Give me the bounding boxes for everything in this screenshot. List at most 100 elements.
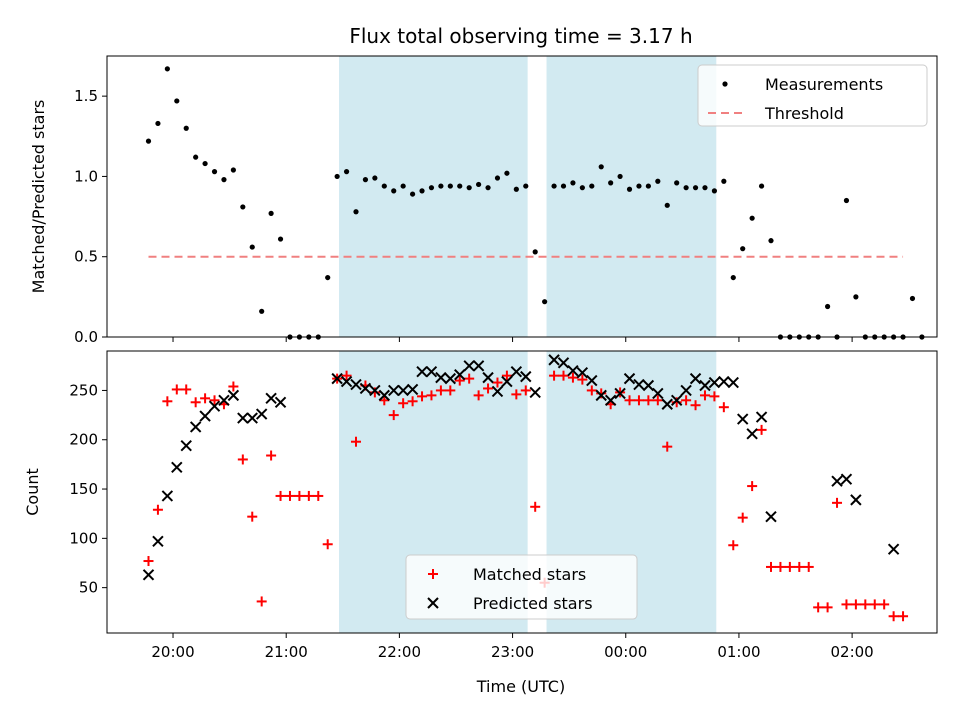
data-point — [218, 394, 230, 407]
x-axis-label: Time (UTC) — [476, 677, 565, 696]
legend-box — [697, 64, 928, 127]
data-point — [709, 391, 720, 402]
data-point — [334, 173, 340, 180]
data-point — [813, 602, 824, 613]
data-point — [557, 357, 570, 369]
data-point — [850, 599, 861, 610]
data-point — [755, 411, 768, 423]
legend-marker — [427, 597, 439, 609]
data-point — [674, 180, 680, 186]
data-point — [407, 396, 418, 407]
data-point — [690, 400, 701, 411]
y-tick-label: 1.0 — [74, 167, 98, 185]
data-point — [549, 370, 560, 381]
y-tick-label: 50 — [79, 579, 98, 597]
legend: Matched stars Predicted stars — [405, 554, 638, 620]
data-point — [152, 504, 163, 515]
data-point — [256, 596, 267, 607]
legend-label: Threshold — [764, 104, 844, 123]
data-point — [699, 390, 710, 401]
data-point — [888, 611, 899, 622]
data-point — [551, 183, 557, 189]
data-point — [255, 408, 268, 420]
shaded-span-2 — [546, 56, 717, 337]
data-point — [268, 210, 274, 216]
data-point — [765, 510, 777, 523]
x-tick-label: 01:00 — [717, 643, 760, 661]
data-point — [747, 481, 758, 492]
data-point — [530, 501, 541, 512]
x-tick-label: 23:00 — [491, 643, 534, 661]
data-point — [209, 395, 220, 406]
data-point — [381, 183, 387, 189]
data-point — [331, 372, 343, 385]
x-tick-label: 21:00 — [265, 643, 308, 661]
data-point — [529, 386, 541, 399]
data-point — [428, 185, 435, 191]
data-point — [494, 175, 501, 181]
data-point — [624, 395, 635, 406]
data-point — [633, 378, 645, 391]
data-point — [822, 602, 833, 613]
data-point — [661, 398, 673, 410]
data-point — [746, 428, 758, 440]
data-point — [548, 354, 560, 366]
data-point — [887, 543, 900, 555]
data-point — [476, 181, 482, 188]
data-point — [803, 561, 814, 572]
x-tick-label: 22:00 — [378, 643, 421, 661]
data-point — [164, 66, 170, 72]
y-tick-label: 1.5 — [74, 87, 98, 105]
data-point — [180, 439, 192, 452]
data-point — [766, 561, 776, 572]
data-point — [466, 185, 472, 191]
data-point — [699, 379, 711, 392]
data-point — [296, 334, 303, 340]
data-point — [840, 473, 853, 485]
data-point — [303, 490, 314, 501]
data-point — [511, 389, 522, 400]
data-point — [579, 185, 585, 191]
data-point — [589, 183, 595, 189]
y-axis-label: Matched/Predicted stars — [29, 100, 48, 294]
data-point — [444, 372, 457, 385]
data-point — [558, 370, 569, 381]
legend: Measurements Threshold — [697, 64, 928, 127]
data-point — [438, 183, 444, 189]
data-point — [758, 183, 765, 189]
data-point — [737, 512, 748, 523]
data-point — [417, 391, 428, 402]
data-point — [174, 98, 180, 104]
data-point — [862, 334, 868, 340]
data-point — [576, 366, 589, 379]
data-point — [608, 180, 614, 186]
count-panel: 20:00 21:00 22:00 23:00 00:00 01:00 02:00 50 100… — [23, 350, 938, 661]
data-point — [362, 177, 369, 183]
data-point — [388, 410, 399, 421]
data-point — [483, 383, 494, 394]
data-point — [831, 475, 843, 487]
x-tick-label: 20:00 — [151, 643, 194, 661]
data-point — [171, 384, 182, 395]
data-point — [161, 490, 174, 502]
data-point — [350, 378, 362, 391]
data-point — [683, 185, 689, 191]
data-point — [736, 413, 749, 425]
data-point — [869, 599, 880, 610]
data-point — [202, 160, 208, 167]
data-point — [513, 186, 519, 192]
data-point — [211, 169, 218, 175]
data-point — [359, 382, 372, 395]
legend-marker — [722, 81, 728, 87]
data-point — [645, 183, 651, 189]
data-point — [397, 384, 409, 397]
data-point — [247, 511, 258, 522]
x-tick-label: 00:00 — [604, 643, 647, 661]
chart-title: Flux total observing time = 3.17 h — [349, 24, 692, 48]
y-tick-label: 0.5 — [74, 248, 98, 266]
data-point — [860, 599, 871, 610]
data-point — [200, 393, 211, 404]
y-tick-label: 200 — [69, 431, 98, 449]
data-point — [351, 436, 361, 447]
